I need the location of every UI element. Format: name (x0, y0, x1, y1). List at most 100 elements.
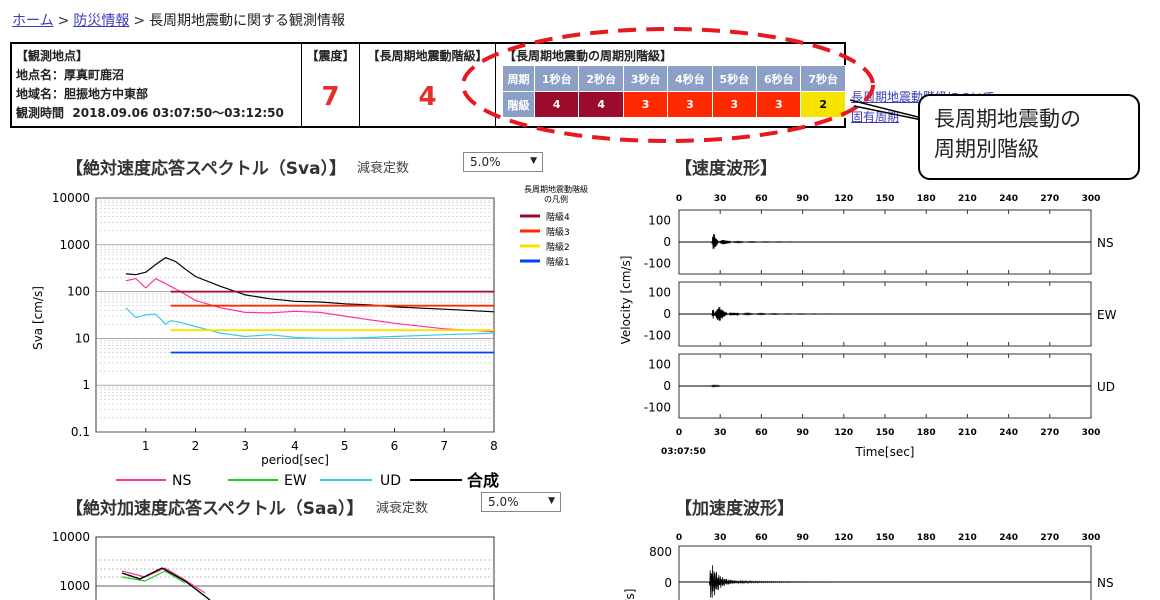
breadcrumb: ホーム > 防災情報 > 長周期地震動に関する観測情報 (12, 10, 345, 30)
sva-xtick-label: 3 (241, 439, 249, 453)
acceleration-panel-ns (678, 545, 1092, 600)
legend-ns-label: NS (172, 473, 191, 489)
sva-xtick-label: 5 (341, 439, 349, 453)
intensity-header: 【震度】 (306, 49, 355, 63)
velocity-bottom-tick-label: 60 (755, 428, 768, 438)
saa-plot-area (95, 536, 495, 600)
acceleration-top-tick-label: 120 (834, 533, 853, 543)
period-header-cell: 3秒台 (622, 65, 669, 92)
callout-pointer (850, 99, 923, 121)
station-name-label: 地点名： (16, 68, 65, 82)
velocity-panel-ud: 100 0 -100 UD (644, 353, 1115, 419)
sva-ytick-label: 10 (75, 331, 90, 345)
acceleration-top-tick-label: 60 (755, 533, 768, 543)
acceleration-chart: 0 30 60 90 120 150 180 210 240 270 300 800 0 NS /s… (623, 533, 1114, 600)
velocity-bottom-tick-label: 30 (714, 428, 727, 438)
acceleration-top-tick-label: 210 (958, 533, 977, 543)
sva-xlabel: period[sec] (261, 453, 329, 467)
period-header-cell: 4秒台 (667, 65, 713, 92)
sva-damping-select[interactable]: 5.0% ▼ (463, 152, 543, 172)
saa-ytick: 10000 (52, 530, 90, 544)
velocity-start-time: 03:07:50 (661, 447, 706, 457)
sva-y-ticks: 10000 1000 100 10 1 0.1 (52, 191, 90, 439)
period-header-cell: 5秒台 (711, 65, 758, 92)
period-header-cell: 6秒台 (756, 65, 802, 92)
intensity-value: 7 (321, 82, 340, 112)
velocity-top-tick-label: 210 (958, 194, 977, 204)
class-legend-label: 階級1 (546, 256, 570, 268)
velocity-ytick-label: 100 (648, 286, 671, 300)
annotation-ellipse (461, 27, 875, 143)
period-header-cell: 2秒台 (578, 65, 624, 92)
saa-title: 【絶対加速度応答スペクトル（Saa）】 (66, 499, 364, 519)
velocity-top-tick-label: 90 (796, 194, 809, 204)
velocity-bottom-tick-label: 120 (834, 428, 853, 438)
acceleration-top-tick-label: 300 (1082, 533, 1101, 543)
sva-chart: 10000 1000 100 10 1 0.1 1 2 3 4 5 6 7 8 Sva [cm/s] p… (31, 184, 588, 467)
velocity-top-tick-label: 270 (1040, 194, 1059, 204)
period-header-cell: 7秒台 (800, 65, 846, 92)
velocity-channel-label: EW (1097, 308, 1117, 322)
sva-ytick-label: 100 (67, 285, 90, 299)
velocity-top-tick-label: 150 (876, 194, 895, 204)
saa-combined-line (121, 567, 211, 600)
saa-ytick: 1000 (59, 579, 90, 593)
sva-ylabel: Sva [cm/s] (31, 286, 45, 350)
velocity-bottom-tick-label: 180 (917, 428, 936, 438)
period-class-value: 3 (622, 91, 669, 118)
sva-xtick-label: 7 (440, 439, 448, 453)
station-header: 【観測地点】 (16, 49, 89, 63)
sva-damping-value: 5.0% (470, 155, 501, 169)
saa-damping-value: 5.0% (488, 495, 519, 509)
saa-ns-line (121, 567, 206, 594)
acceleration-top-tick-label: 30 (714, 533, 727, 543)
velocity-ylabel: Velocity [cm/s] (619, 256, 633, 345)
velocity-top-tick-label: 120 (834, 194, 853, 204)
velocity-channel-label: UD (1097, 380, 1115, 394)
velocity-top-tick-label: 0 (676, 194, 682, 204)
sva-xtick-label: 2 (192, 439, 200, 453)
period-class-value: 4 (578, 91, 624, 118)
lpgm-class-value: 4 (418, 82, 437, 112)
breadcrumb-disaster-link[interactable]: 防災情報 (73, 13, 130, 29)
velocity-top-tick-label: 300 (1082, 194, 1101, 204)
velocity-ytick-label: 0 (663, 307, 671, 321)
sva-series-ud-line (125, 307, 495, 339)
sva-xtick-label: 4 (291, 439, 299, 453)
velocity-bottom-tick-label: 0 (676, 428, 682, 438)
legend-combined-label: 合成 (467, 471, 499, 490)
velocity-bottom-tick-label: 300 (1082, 428, 1101, 438)
acceleration-ytick: 800 (649, 545, 672, 559)
sva-ytick-label: 1 (82, 378, 90, 392)
velocity-bottom-tick-label: 270 (1040, 428, 1059, 438)
sva-xtick-label: 1 (142, 439, 150, 453)
velocity-xlabel: Time[sec] (855, 445, 915, 459)
velocity-bottom-tick-label: 150 (876, 428, 895, 438)
velocity-top-tick-label: 30 (714, 194, 727, 204)
period-class-value: 3 (711, 91, 758, 118)
velocity-ytick-label: 0 (663, 379, 671, 393)
sva-ytick-label: 1000 (59, 238, 90, 252)
sva-series-ns-line (125, 277, 495, 333)
breadcrumb-separator: > (133, 13, 146, 29)
velocity-ytick-label: -100 (644, 328, 671, 342)
saa-chart: 10000 1000 (52, 530, 495, 600)
velocity-top-tick-label: 60 (755, 194, 768, 204)
class-legend: 長周期地震動階級 の凡例 階級4 階級3 階級2 階級1 (520, 184, 588, 268)
chevron-down-icon: ▼ (530, 156, 537, 166)
acceleration-wave-ns (679, 565, 1091, 598)
breadcrumb-home-link[interactable]: ホーム (12, 13, 54, 29)
velocity-ytick-label: -100 (644, 400, 671, 414)
acceleration-ylabel-fragment: /s] (623, 589, 637, 600)
saa-damping-select[interactable]: 5.0% ▼ (481, 492, 561, 512)
velocity-title: 【速度波形】 (675, 159, 777, 179)
velocity-channel-label: NS (1097, 236, 1114, 250)
station-name: 厚真町鹿沼 (64, 68, 125, 82)
station-region: 胆振地方中東部 (64, 87, 149, 101)
velocity-ytick-label: -100 (644, 256, 671, 270)
chevron-down-icon: ▼ (548, 496, 555, 506)
acceleration-top-tick-label: 240 (999, 533, 1018, 543)
velocity-bottom-tick-label: 210 (958, 428, 977, 438)
period-class-value: 4 (534, 91, 580, 118)
